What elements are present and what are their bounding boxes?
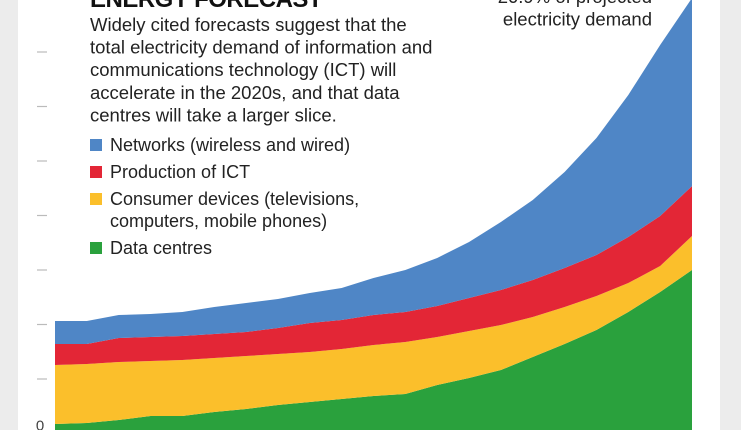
- subtitle: accelerate in the 2020s, and that data: [90, 82, 400, 103]
- legend-swatch: [90, 242, 102, 254]
- legend-label: Production of ICT: [110, 162, 251, 182]
- legend-swatch: [90, 139, 102, 151]
- annotation: 20.9% of projected: [498, 0, 652, 7]
- subtitle: centres will take a larger slice.: [90, 104, 337, 125]
- legend-item: Networks (wireless and wired): [90, 134, 380, 156]
- legend-swatch: [90, 193, 102, 205]
- legend-item: Production of ICT: [90, 161, 380, 183]
- annotation: electricity demand: [503, 9, 652, 30]
- subtitle: communications technology (ICT) will: [90, 59, 396, 80]
- legend-label: Consumer devices (televisions, computers…: [110, 189, 360, 231]
- chart-title: ENERGY FORECAST: [90, 0, 323, 13]
- legend-label: Data centres: [110, 238, 213, 258]
- legend: Networks (wireless and wired) Production …: [90, 134, 380, 264]
- area: [55, 0, 692, 345]
- legend-item: Consumer devices (televisions, computers…: [90, 188, 380, 232]
- legend-swatch: [90, 166, 102, 178]
- legend-label: Networks (wireless and wired): [110, 135, 351, 155]
- area: [55, 186, 692, 365]
- subtitle: Widely cited forecasts suggest that the: [90, 14, 407, 35]
- area: [55, 270, 692, 430]
- y-tick-label: 0: [36, 418, 44, 430]
- subtitle: total electricity demand of information …: [90, 37, 432, 58]
- legend-item: Data centres: [90, 237, 380, 259]
- area: [55, 236, 692, 425]
